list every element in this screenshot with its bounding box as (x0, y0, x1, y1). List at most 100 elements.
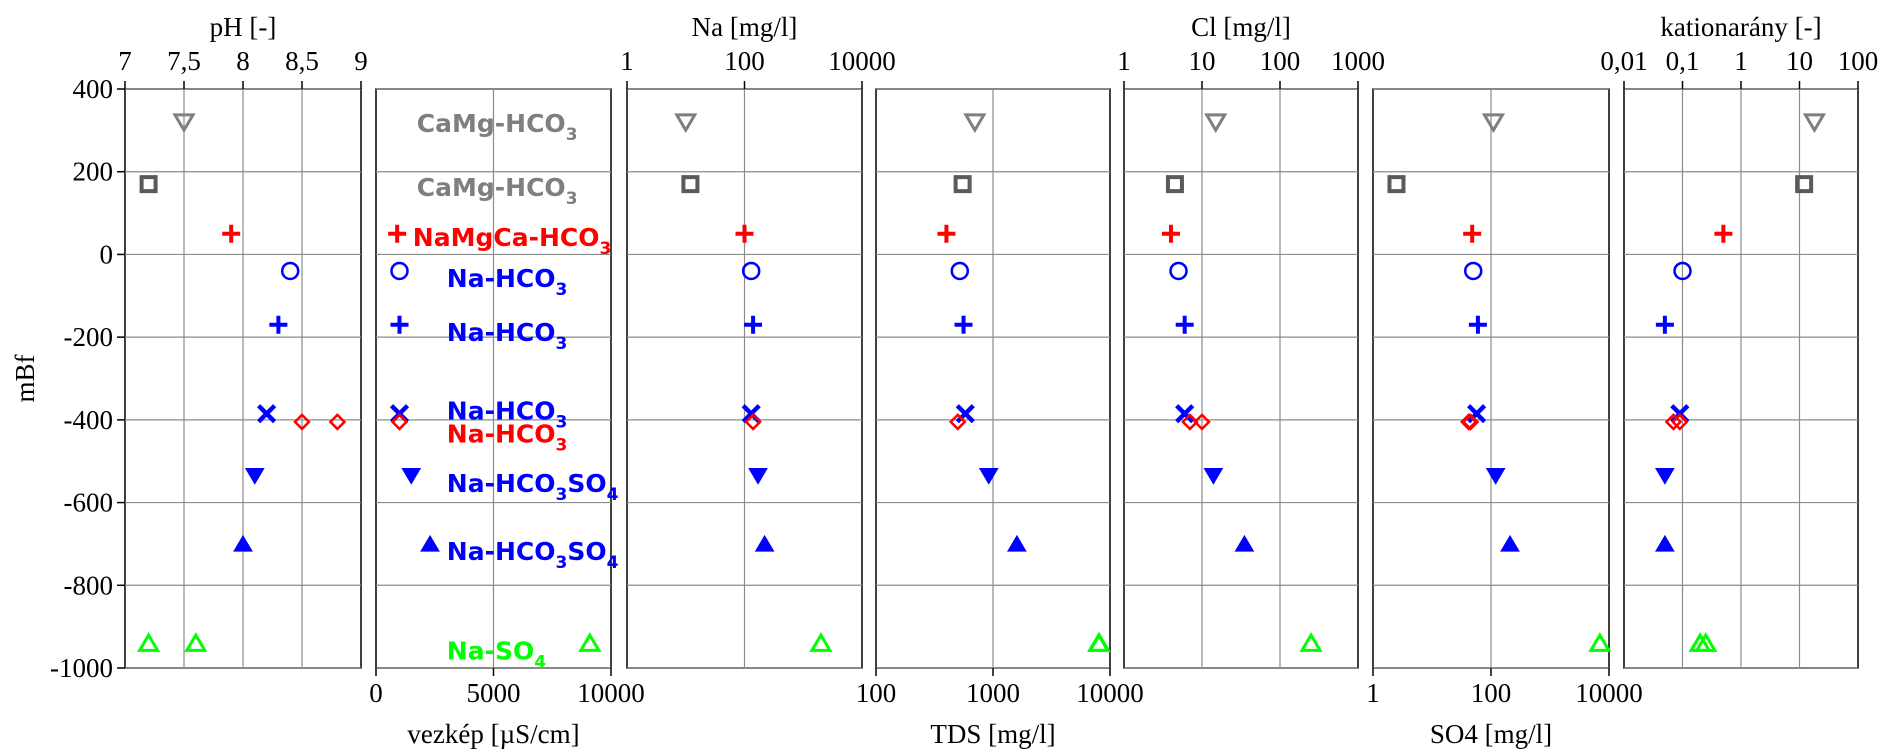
kation-axis-tick-label: 0,01 (1600, 46, 1647, 76)
point-na-3 (741, 261, 761, 281)
y-tick-label: -1000 (50, 653, 113, 683)
point-na-10 (809, 632, 833, 652)
point-cl-4 (1175, 315, 1194, 334)
point-so4-0 (1481, 113, 1506, 134)
ph-axis-tick-label: 7 (118, 46, 132, 76)
ph-axis-tick-label: 7,5 (167, 46, 201, 76)
point-so4-7 (1461, 413, 1480, 431)
water-type-label-8: Na-HCO3SO4 (447, 537, 619, 573)
point-kation-6 (1664, 413, 1683, 431)
point-tds-9 (1007, 534, 1027, 552)
water-type-label-7: Na-HCO3SO4 (447, 469, 619, 505)
point-cl-7 (1193, 413, 1211, 431)
point-kation-11 (1694, 632, 1718, 652)
water-type-label-3: Na-HCO3 (447, 264, 568, 300)
point-kation-8 (1655, 467, 1675, 485)
so4-axis-label: SO4 [mg/l] (1430, 719, 1552, 749)
kation-axis-tick-label: 0,1 (1666, 46, 1700, 76)
water-type-label-4: Na-HCO3 (447, 318, 568, 354)
point-ec-4 (390, 315, 409, 334)
point-tds-1 (953, 175, 972, 194)
point-kation-4 (1655, 315, 1674, 334)
point-ph-11 (184, 632, 208, 652)
water-type-label-5: Na-HCO3 (447, 397, 568, 433)
ph-axis-label: pH [-] (210, 12, 277, 42)
y-tick-label: 400 (73, 74, 114, 104)
point-so4-1 (1387, 175, 1406, 194)
point-ph-10 (136, 632, 161, 652)
point-kation-3 (1673, 261, 1692, 281)
water-type-label-9: Na-SO4 (447, 636, 546, 672)
point-so4-8 (1485, 467, 1506, 485)
y-tick-label: -800 (64, 570, 114, 600)
point-ph-1 (139, 175, 158, 194)
point-so4-10 (1588, 632, 1612, 652)
point-cl-9 (1234, 534, 1255, 552)
point-so4-2 (1463, 224, 1482, 243)
water-type-label-6: Na-HCO3 (447, 419, 568, 455)
ec-axis-tick-label: 10000 (577, 678, 645, 708)
na-axis-tick-label: 100 (724, 46, 765, 76)
point-na-9 (754, 534, 775, 552)
point-ph-4 (269, 315, 288, 334)
point-cl-2 (1161, 224, 1180, 243)
na-axis-tick-label: 1 (620, 46, 634, 76)
point-ph-5 (257, 404, 277, 424)
ec-axis-label: vezkép [µS/cm] (407, 719, 579, 749)
kation-axis-tick-label: 10 (1786, 46, 1813, 76)
point-kation-1 (1795, 175, 1814, 194)
point-so4-3 (1463, 261, 1483, 281)
point-cl-5 (1175, 404, 1195, 424)
y-axis-label: mBf (10, 354, 40, 402)
y-tick-label: -200 (64, 322, 114, 352)
so4-axis-tick-label: 10000 (1575, 678, 1643, 708)
point-tds-2 (937, 224, 956, 243)
point-tds-6 (949, 413, 967, 431)
y-tick-label: 200 (73, 157, 114, 187)
point-tds-0 (963, 113, 987, 134)
point-tds-3 (950, 261, 970, 281)
point-ec-9 (578, 632, 602, 652)
cl-axis-tick-label: 1000 (1331, 46, 1385, 76)
na-axis-label: Na [mg/l] (692, 12, 798, 42)
point-cl-0 (1204, 113, 1228, 134)
so4-axis-tick-label: 1 (1366, 678, 1380, 708)
point-ph-6 (293, 413, 311, 431)
point-cl-8 (1203, 467, 1224, 485)
point-so4-4 (1468, 315, 1487, 334)
y-tick-label: 0 (100, 239, 114, 269)
point-tds-11 (1087, 632, 1111, 652)
cl-axis-tick-label: 100 (1260, 46, 1301, 76)
water-type-label-2: NaMgCa-HCO3 (413, 223, 612, 259)
point-cl-1 (1165, 175, 1184, 194)
point-na-2 (735, 224, 754, 243)
tds-axis-label: TDS [mg/l] (930, 719, 1055, 749)
ph-axis-tick-label: 8,5 (285, 46, 319, 76)
point-ph-8 (244, 467, 265, 485)
water-type-label-0: CaMg-HCO3 (417, 109, 578, 145)
y-tick-label: -400 (64, 405, 114, 435)
panel-frame-4 (1123, 88, 1359, 669)
tds-axis-tick-label: 1000 (966, 678, 1020, 708)
water-type-label-1: CaMg-HCO3 (417, 173, 578, 209)
point-ph-2 (222, 224, 241, 243)
cl-axis-label: Cl [mg/l] (1191, 12, 1291, 42)
y-tick-label: -600 (64, 488, 114, 518)
point-tds-4 (954, 315, 973, 334)
point-tds-5 (955, 404, 975, 424)
point-ec-2 (388, 224, 407, 243)
point-cl-10 (1299, 632, 1323, 652)
point-ph-9 (233, 534, 253, 552)
point-ph-7 (328, 413, 347, 431)
point-na-1 (681, 175, 700, 194)
point-ph-3 (280, 261, 300, 281)
point-kation-7 (1671, 413, 1689, 431)
kation-axis-tick-label: 1 (1734, 46, 1748, 76)
ph-axis-tick-label: 9 (354, 46, 368, 76)
point-cl-6 (1181, 413, 1199, 431)
kation-axis-label: kationarány [-] (1660, 12, 1821, 42)
na-axis-tick-label: 10000 (828, 46, 896, 76)
point-ec-3 (390, 261, 409, 281)
cl-axis-tick-label: 10 (1189, 46, 1216, 76)
